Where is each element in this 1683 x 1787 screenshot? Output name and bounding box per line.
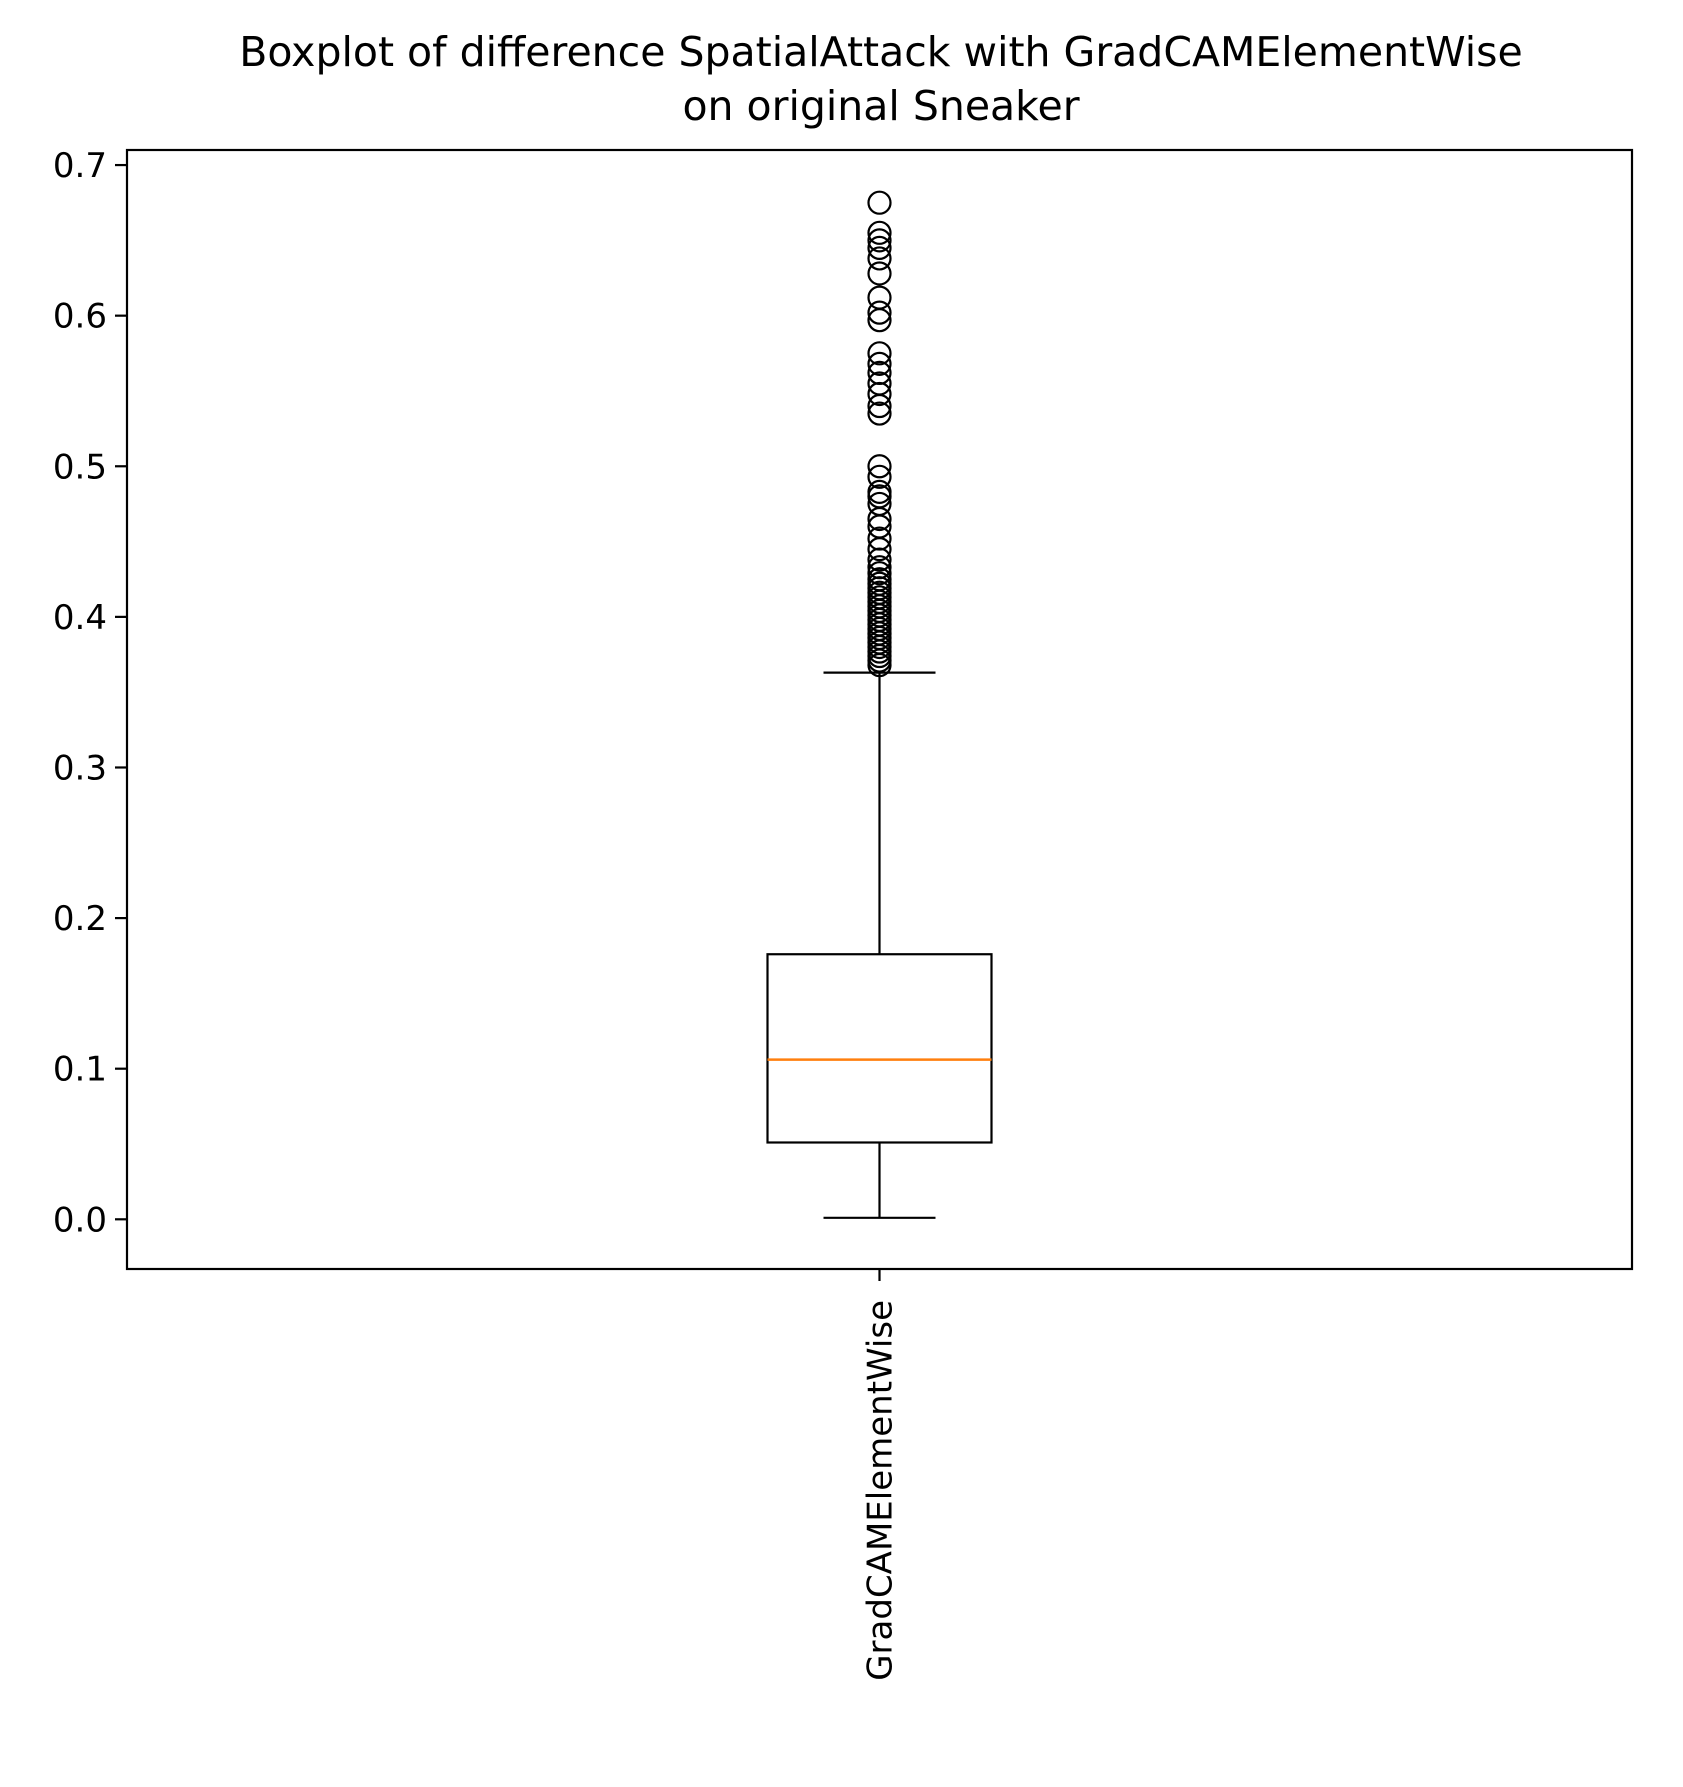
outlier-point [867,220,892,245]
outlier-point [867,526,892,551]
y-tick-label: 0.6 [53,297,107,337]
y-tick-label: 0.1 [53,1050,107,1090]
outlier-point [867,567,892,592]
plot-area-frame [125,148,1634,1271]
outlier-point [867,555,892,580]
outlier-point [867,464,892,489]
outlier-point [867,491,892,517]
box-layer [766,671,993,1219]
y-tick-label: 0.3 [53,748,107,788]
outlier-point [867,341,892,366]
ticks-layer: 0.0 0.1 0.2 0.3 0.4 0.5 0.6 0.7 GradCAMElementWi… [53,146,901,1681]
outlier-point [867,360,892,385]
y-tick-label: 0.2 [53,899,107,939]
outlier-point [867,561,892,586]
chart-title-line-2: on original Sneaker [682,82,1079,130]
outlier-point [867,454,892,479]
y-tick-label: 0.4 [53,598,107,638]
x-tick-label: GradCAMElementWise [861,1300,901,1681]
y-tick-label: 0.5 [53,447,107,487]
outlier-point [867,246,892,271]
y-tick-label: 0.7 [53,146,107,186]
outlier-layer [867,190,892,678]
chart-title-line-1: Boxplot of difference SpatialAttack with… [239,28,1523,76]
outlier-point [867,285,892,310]
y-tick-label: 0.0 [53,1200,107,1240]
outlier-point [867,300,892,325]
outlier-point [867,261,892,286]
iqr-box [766,953,993,1144]
outlier-point [867,371,892,396]
outlier-point [867,235,892,260]
outlier-point [867,190,892,215]
outlier-point [867,479,892,504]
outlier-point [867,351,892,376]
outlier-point [867,228,892,253]
outlier-point [867,401,892,426]
